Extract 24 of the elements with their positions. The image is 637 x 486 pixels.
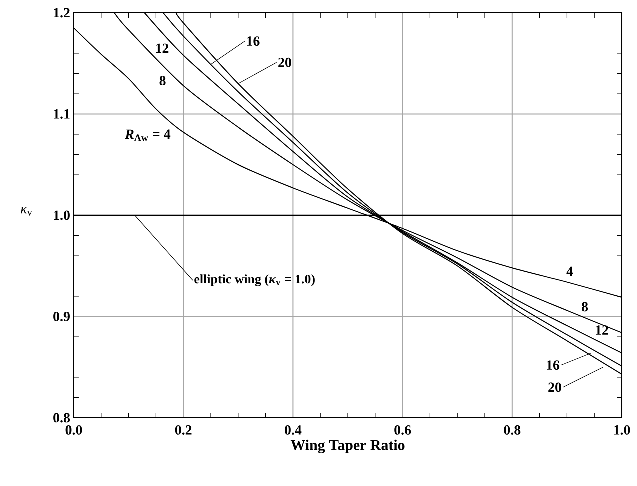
ref-line-label: elliptic wing (κ$_{v}$ = 1.0) xyxy=(194,274,315,286)
y-axis-title: κ$_{v}$ xyxy=(21,207,32,216)
legend-label: 12 xyxy=(596,326,608,335)
x-tick-label: 1.0 xyxy=(614,426,630,435)
x-tick-label: 0.0 xyxy=(66,426,82,435)
x-tick-label: 0.4 xyxy=(285,426,302,435)
series-label: 8 xyxy=(582,302,588,312)
annotation: 8 xyxy=(160,76,166,86)
x-tick-label: 0.2 xyxy=(175,426,192,435)
annotation: R$_{Λw}$ = 4 xyxy=(125,130,171,142)
text: 20 xyxy=(548,382,562,392)
x-axis-title: Wing Taper Ratio xyxy=(290,440,405,454)
y-tick-label: 1.1 xyxy=(54,110,70,119)
x-tick-label: 0.6 xyxy=(394,426,412,435)
x-tick-label: 0.8 xyxy=(504,426,521,435)
y-tick-label: 1.0 xyxy=(54,210,70,220)
y-tick-label: 0.8 xyxy=(54,413,70,423)
legend-label: 16 xyxy=(547,360,560,370)
y-tick-label: 0.9 xyxy=(54,312,70,322)
annotation: 20 xyxy=(278,58,292,68)
annotation: 16 xyxy=(247,36,260,46)
annotation: 12 xyxy=(156,44,169,54)
series-label: 4 xyxy=(566,266,574,276)
y-tick-label: 1.2 xyxy=(54,8,70,18)
